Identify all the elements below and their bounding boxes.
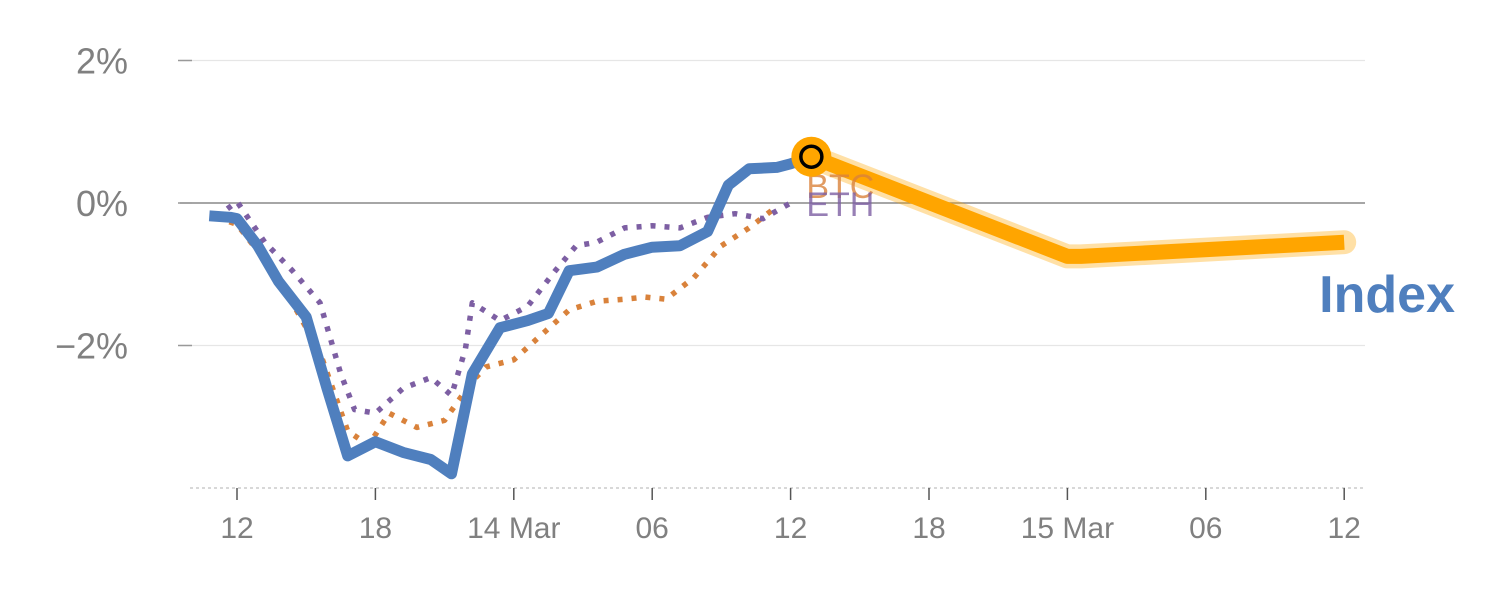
x-tick-label: 14 Mar xyxy=(467,512,560,545)
y-tick-label: −2% xyxy=(55,326,128,367)
highlight-point-ring[interactable] xyxy=(799,144,824,169)
x-tick-label: 06 xyxy=(636,512,669,545)
series-projection-line xyxy=(808,149,1345,264)
gridlines xyxy=(180,59,1365,347)
x-tick-label: 18 xyxy=(912,512,945,545)
label-eth: ETH xyxy=(806,186,874,224)
x-tick-label: 18 xyxy=(359,512,392,545)
x-tick-label: 12 xyxy=(1328,512,1361,545)
series-index-line xyxy=(208,151,814,480)
y-tick-label: 2% xyxy=(76,41,128,82)
x-tick-label: 06 xyxy=(1189,512,1222,545)
x-tick-label: 15 Mar xyxy=(1021,512,1114,545)
y-axis-ticks: 2% 0% −2% xyxy=(55,41,192,367)
x-tick-label: 12 xyxy=(220,512,253,545)
highlight-marker[interactable] xyxy=(791,136,832,177)
y-tick-label: 0% xyxy=(76,183,128,224)
series-lines xyxy=(208,144,1357,480)
x-tick-label: 12 xyxy=(774,512,807,545)
label-index: Index xyxy=(1319,266,1455,324)
x-axis: 12 18 14 Mar 06 12 18 15 Mar 06 12 xyxy=(190,487,1365,545)
series-eth-line xyxy=(214,198,792,416)
